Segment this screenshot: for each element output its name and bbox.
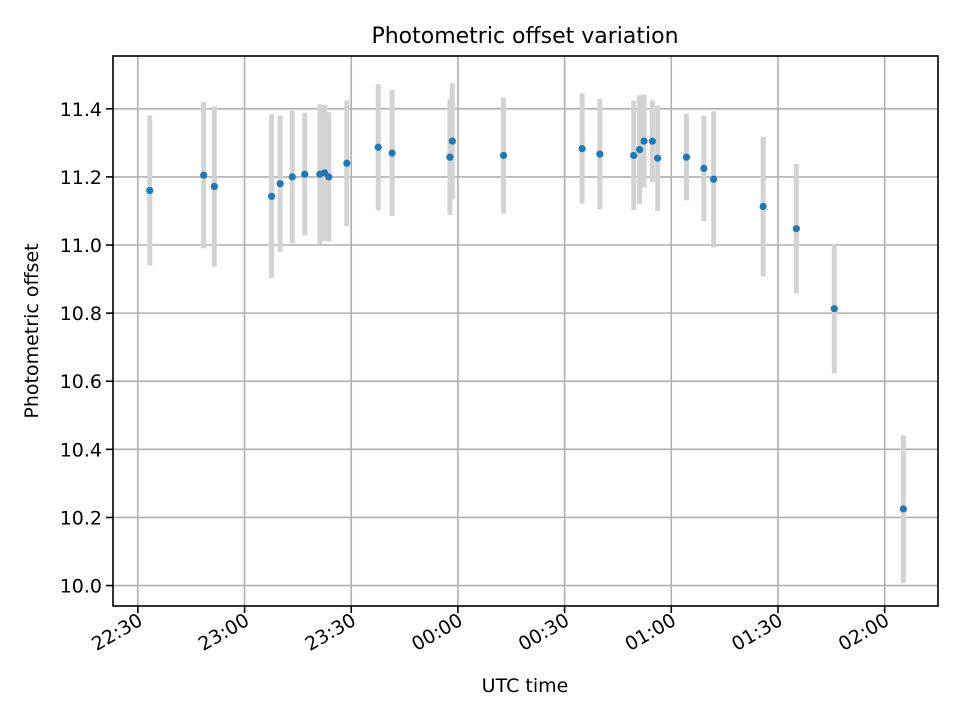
data-point	[830, 305, 838, 313]
data-point	[343, 159, 351, 167]
y-axis-label: Photometric offset	[21, 243, 43, 418]
x-tick-label: 01:30	[728, 609, 786, 655]
data-point	[635, 146, 644, 154]
data-point	[596, 150, 604, 158]
data-point	[448, 137, 456, 145]
data-point	[630, 151, 638, 160]
data-point	[682, 153, 691, 161]
data-point	[700, 164, 708, 172]
plot-frame	[112, 55, 939, 607]
x-tick-label: 23:30	[301, 609, 359, 655]
data-point	[446, 153, 454, 161]
grid-layer	[113, 56, 938, 606]
x-axis-label: UTC time	[482, 675, 569, 697]
data-point	[499, 151, 508, 160]
data-point	[288, 173, 296, 181]
y-tick-label: 10.4	[60, 439, 102, 461]
data-point	[899, 505, 907, 513]
y-tick-label: 11.0	[60, 235, 102, 257]
x-tick-label: 22:30	[88, 609, 146, 655]
x-tick-label: 00:00	[408, 609, 466, 655]
data-point	[759, 202, 767, 211]
y-tick-label: 10.0	[60, 576, 102, 598]
x-tick-label: 23:00	[195, 609, 253, 655]
data-point	[210, 182, 218, 191]
chart-title: Photometric offset variation	[371, 24, 678, 49]
data-point	[267, 192, 276, 200]
data-point	[578, 145, 586, 153]
x-tick-label: 02:00	[835, 609, 893, 655]
data-point	[200, 171, 208, 179]
point-layer	[146, 137, 907, 513]
errorbar-layer	[147, 83, 906, 583]
data-point	[374, 143, 382, 151]
tick-layer: 22:30 23:00 23:30 00:00 00:30 01:00 01:30 02:00…	[60, 99, 893, 656]
data-point	[640, 137, 648, 145]
y-tick-label: 11.4	[60, 99, 102, 121]
data-point	[325, 173, 333, 181]
data-point	[301, 170, 309, 178]
data-point	[648, 137, 656, 145]
data-point	[388, 149, 396, 157]
x-tick-label: 00:30	[515, 609, 573, 655]
data-point	[710, 175, 718, 183]
y-tick-label: 10.6	[60, 371, 102, 393]
data-point	[654, 154, 662, 162]
y-tick-label: 10.2	[60, 507, 102, 529]
data-point	[276, 180, 284, 188]
x-tick-label: 01:00	[621, 609, 679, 655]
data-point	[792, 225, 800, 233]
y-tick-label: 10.8	[60, 303, 102, 325]
y-tick-label: 11.2	[60, 167, 102, 189]
data-point	[146, 186, 154, 195]
